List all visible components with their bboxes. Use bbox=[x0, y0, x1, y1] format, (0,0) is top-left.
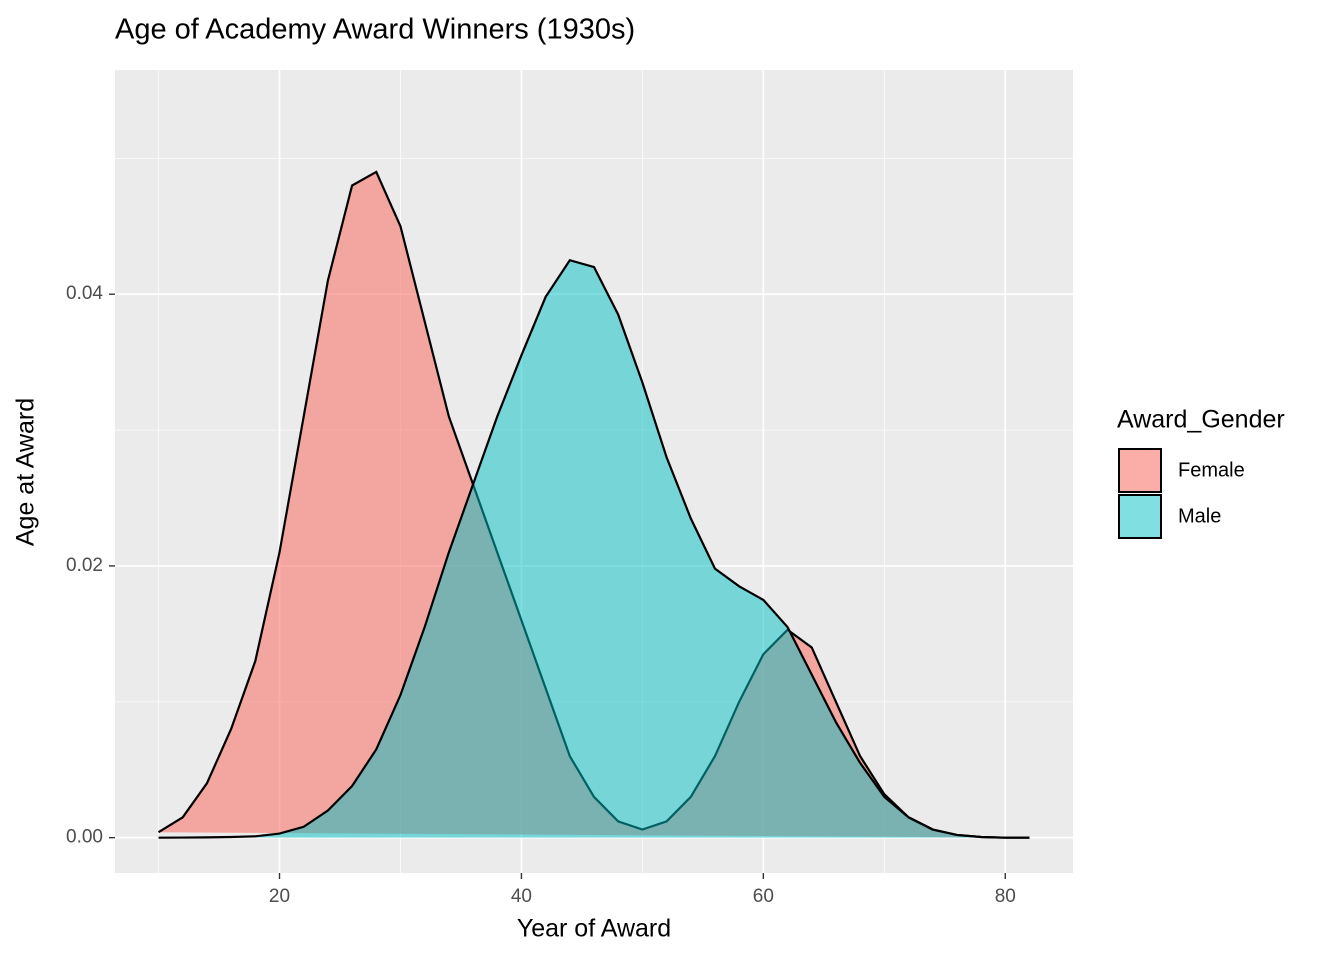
chart-title: Age of Academy Award Winners (1930s) bbox=[115, 14, 635, 46]
y-tick-label: 0.00 bbox=[66, 827, 103, 848]
legend-label: Female bbox=[1178, 459, 1245, 481]
density-area bbox=[158, 258, 1030, 839]
legend-label: Male bbox=[1178, 505, 1221, 527]
legend-title: Award_Gender bbox=[1117, 406, 1285, 434]
x-tick-label: 20 bbox=[269, 886, 290, 907]
y-tick-label: 0.04 bbox=[66, 283, 103, 304]
x-tick-label: 40 bbox=[511, 886, 532, 907]
x-axis-title: Year of Award bbox=[517, 915, 671, 943]
x-tick-label: 60 bbox=[753, 886, 774, 907]
legend-key bbox=[1118, 448, 1162, 493]
y-tick-label: 0.02 bbox=[66, 555, 103, 576]
x-tick-label: 80 bbox=[995, 886, 1016, 907]
y-axis-title: Age at Award bbox=[12, 398, 40, 546]
legend-key bbox=[1118, 494, 1162, 539]
